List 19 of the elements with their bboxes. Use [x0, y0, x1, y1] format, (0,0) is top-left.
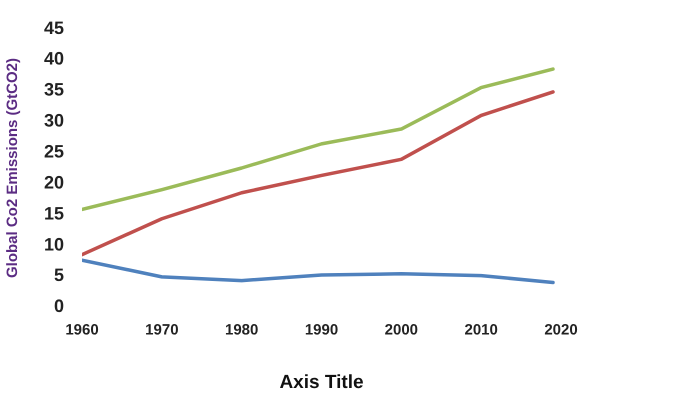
y-tick-label: 45: [44, 18, 64, 38]
x-tick-label: 1960: [65, 321, 99, 338]
y-tick-label: 30: [44, 110, 64, 131]
x-tick-label: 2020: [544, 321, 578, 338]
x-tick-label: 2010: [464, 321, 498, 338]
x-tick-label: 1990: [304, 321, 338, 338]
y-tick-label: 0: [54, 296, 64, 316]
y-tick-label: 35: [44, 80, 64, 100]
y-tick-label: 5: [54, 265, 64, 286]
x-tick-label: 1980: [224, 321, 258, 338]
y-tick-label: 10: [44, 234, 64, 254]
y-tick-label: 20: [44, 172, 64, 192]
x-axis-title: Axis Title: [279, 372, 364, 393]
y-axis-title: Global Co2 Emissions (GtCO2): [4, 58, 22, 278]
y-tick-label: 15: [44, 203, 64, 224]
y-tick-label: 40: [44, 48, 64, 69]
y-tick-label: 25: [44, 142, 64, 162]
x-tick-label: 1970: [145, 321, 179, 338]
x-tick-label: 2000: [384, 321, 418, 338]
